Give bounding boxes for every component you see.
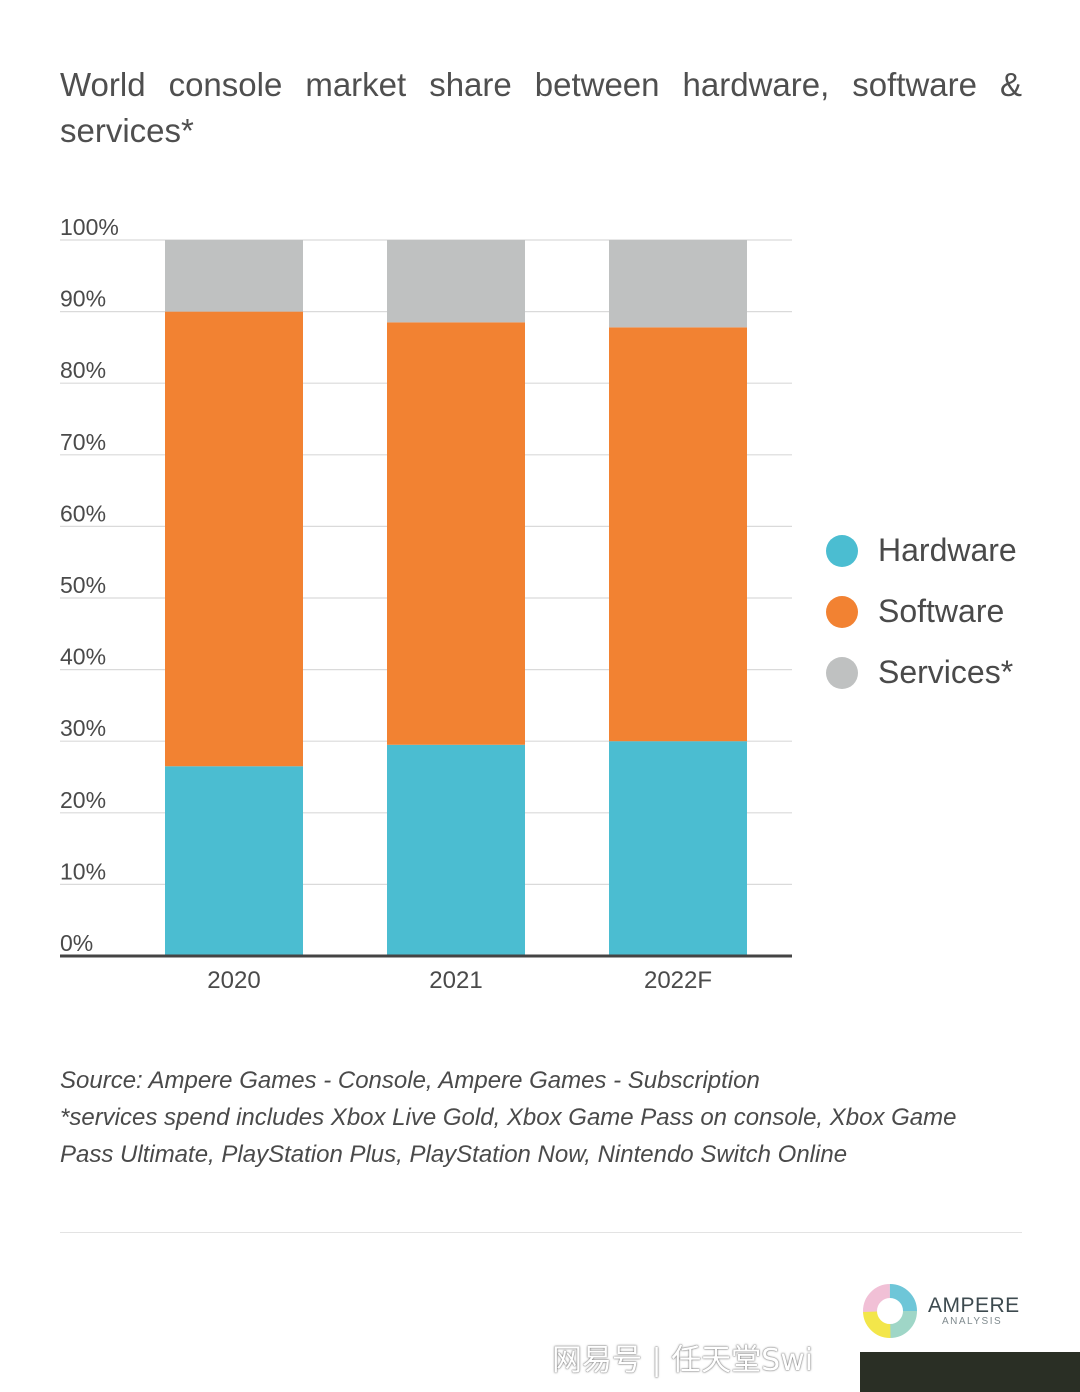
bar-segment-hardware-2022f bbox=[609, 741, 747, 956]
y-tick-label: 0% bbox=[60, 930, 93, 956]
logo-subtitle: ANALYSIS bbox=[942, 1316, 1003, 1327]
y-tick-label: 40% bbox=[60, 644, 106, 670]
y-tick-label: 50% bbox=[60, 572, 106, 598]
legend-label-services: Services* bbox=[878, 654, 1014, 690]
watermark: 网易号 | 任天堂Swi bbox=[552, 1343, 814, 1378]
legend-swatch-services bbox=[826, 656, 858, 689]
source-note: Source: Ampere Games - Console, Ampere G… bbox=[60, 1062, 1000, 1173]
bar-segment-services-2020 bbox=[165, 240, 303, 312]
y-tick-label: 60% bbox=[60, 500, 106, 526]
x-tick-label: 2020 bbox=[207, 967, 260, 994]
x-tick-label: 2021 bbox=[429, 967, 482, 994]
y-tick-label: 90% bbox=[60, 286, 106, 312]
logo-wordmark: AMPERE bbox=[928, 1294, 1020, 1317]
legend-item-services: Services* bbox=[826, 642, 1017, 703]
y-tick-label: 30% bbox=[60, 715, 106, 741]
services-footnote: *services spend includes Xbox Live Gold,… bbox=[60, 1104, 957, 1168]
corner-overlay bbox=[860, 1352, 1080, 1392]
chart-title: World console market share between hardw… bbox=[60, 66, 1022, 149]
bar-segment-hardware-2021 bbox=[387, 744, 525, 956]
source-line: Source: Ampere Games - Console, Ampere G… bbox=[60, 1067, 760, 1094]
y-tick-label: 80% bbox=[60, 357, 106, 383]
bar-segment-software-2021 bbox=[387, 322, 525, 745]
y-tick-label: 100% bbox=[60, 214, 119, 240]
y-tick-label: 10% bbox=[60, 858, 106, 884]
bar-segment-services-2021 bbox=[387, 240, 525, 323]
y-tick-label: 20% bbox=[60, 787, 106, 813]
legend-label-software: Software bbox=[878, 593, 1005, 629]
ampere-logo: AMPERE ANALYSIS bbox=[862, 1282, 1022, 1342]
stacked-bar-chart: 0% 10% 20% 30% 40% 50% 60% 70% 80% 90% 100% 2020 202… bbox=[60, 214, 792, 994]
bars bbox=[165, 240, 747, 956]
ampere-logo-icon bbox=[863, 1284, 917, 1338]
bar-segment-software-2020 bbox=[165, 311, 303, 767]
bar-segment-software-2022f bbox=[609, 327, 747, 742]
x-tick-label: 2022F bbox=[644, 967, 712, 994]
axes: 0% 10% 20% 30% 40% 50% 60% 70% 80% 90% 100% 2020 202… bbox=[60, 214, 792, 994]
legend-swatch-software bbox=[826, 595, 858, 628]
legend-label-hardware: Hardware bbox=[878, 532, 1017, 568]
legend: Hardware Software Services* bbox=[826, 520, 1017, 703]
bar-segment-services-2022f bbox=[609, 240, 747, 328]
y-tick-label: 70% bbox=[60, 429, 106, 455]
bar-segment-hardware-2020 bbox=[165, 766, 303, 956]
legend-item-hardware: Hardware bbox=[826, 520, 1017, 581]
legend-swatch-hardware bbox=[826, 534, 858, 567]
divider bbox=[60, 1232, 1022, 1233]
legend-item-software: Software bbox=[826, 581, 1017, 642]
